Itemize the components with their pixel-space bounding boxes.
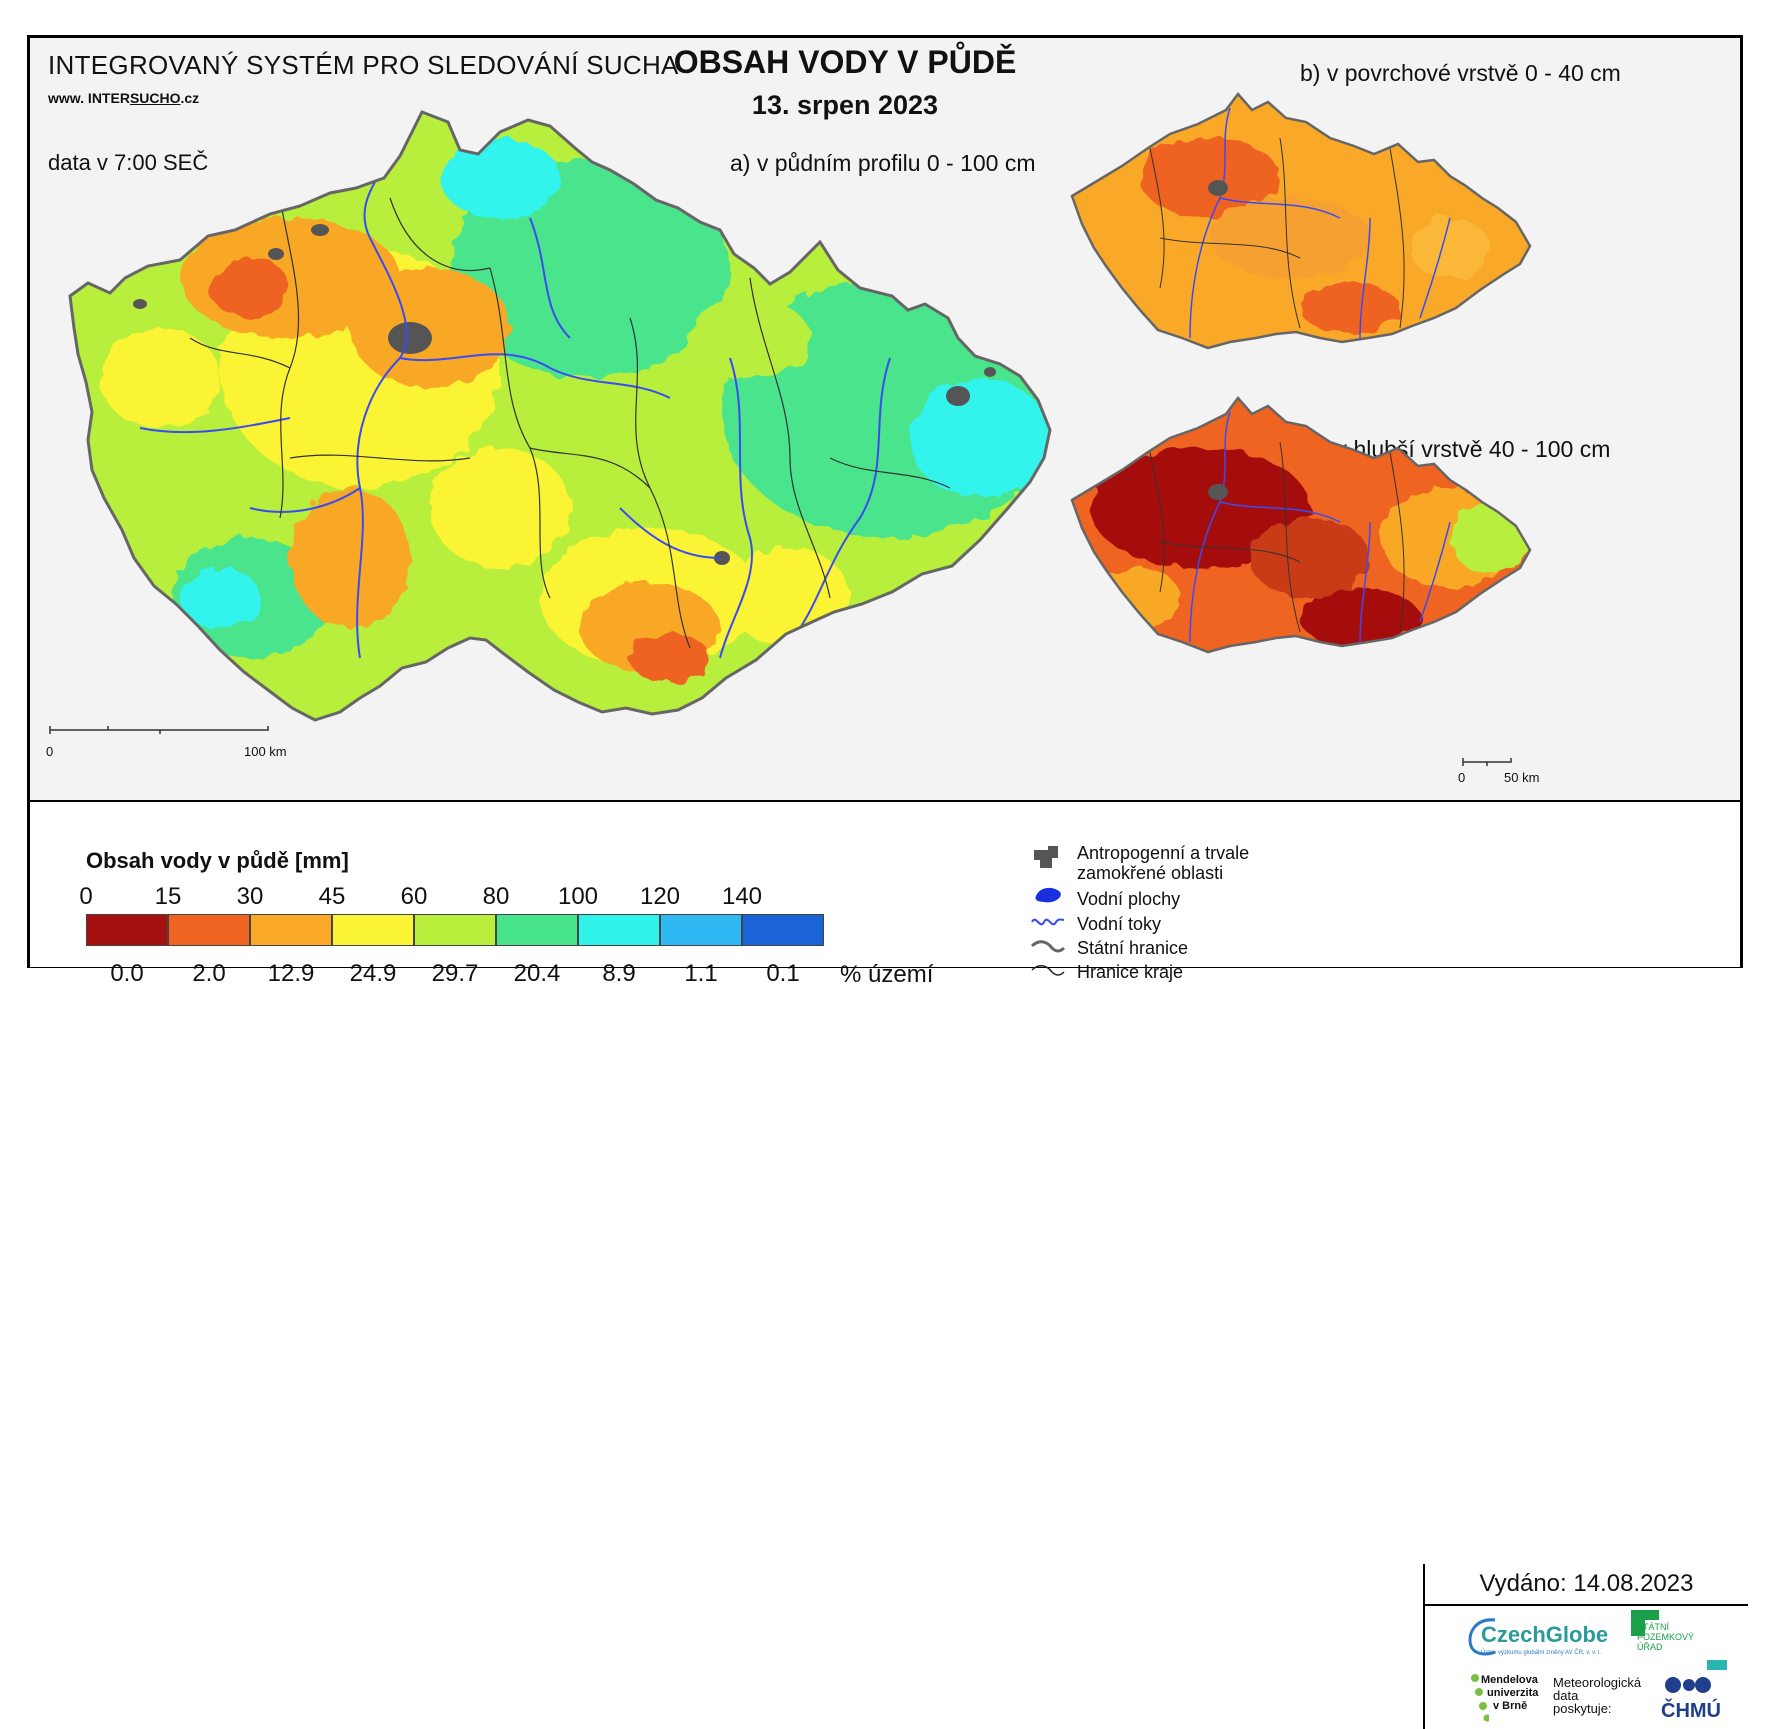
legend-title: Obsah vody v půdě [mm]: [86, 848, 349, 873]
spu-accent-icon: [1707, 1660, 1727, 1670]
website-highlight: SUCHO: [129, 90, 181, 106]
map-date: 13. srpen 2023: [751, 90, 939, 120]
map-b-state-border: [1070, 92, 1532, 350]
legend-tick: 15: [154, 883, 182, 910]
legend-swatch: [578, 914, 660, 946]
scale-main-end: 100 km: [244, 744, 287, 759]
scale-bar-small: [1462, 758, 1512, 766]
scale-small-zero: 0: [1458, 770, 1466, 785]
legend-percentage: 2.0: [192, 960, 226, 987]
spu-line-3: ÚŘAD: [1637, 1642, 1663, 1652]
percent-unit: % území: [840, 961, 934, 988]
map-a-total-profile: [49, 92, 1532, 766]
legend-tick: 45: [318, 883, 346, 910]
region-border-icon: [1031, 965, 1065, 976]
spu-line-1: STÁTNÍ: [1637, 1622, 1670, 1632]
legend-percentage: 20.4: [513, 960, 561, 987]
legend-swatch: [414, 914, 496, 946]
website-suffix: .cz: [180, 90, 200, 106]
spu-logo-text: STÁTNÍ POZEMKOVÝ ÚŘAD: [1637, 1622, 1694, 1652]
legend-swatch: [168, 914, 250, 946]
legend-swatch: [86, 914, 168, 946]
data-time-label: data v 7:00 SEČ: [48, 150, 209, 175]
legend-tick: 140: [721, 883, 763, 910]
legend-percentage: 29.7: [431, 960, 479, 987]
symbol-legend-icons: [1030, 846, 1066, 976]
legend-swatch: [742, 914, 824, 946]
legend-swatch: [496, 914, 578, 946]
legend-swatch: [250, 914, 332, 946]
legend-urban-line-1: Antropogenní a trvale: [1077, 843, 1250, 863]
meteo-data-text: Meteorologická data poskytuje:: [1553, 1676, 1641, 1715]
legend-tick: 80: [482, 883, 510, 910]
website-prefix: www. INTER: [48, 90, 130, 106]
czechglobe-logo: CzechGlobe: [1481, 1622, 1609, 1647]
legend-water-bodies: Vodní plochy: [1077, 889, 1181, 909]
spu-line-2: POZEMKOVÝ: [1637, 1632, 1695, 1642]
mendel-logo-text: Mendelova univerzita v Brně: [1481, 1674, 1538, 1713]
map-b-label: b) v povrchové vrstvě 0 - 40 cm: [1300, 60, 1621, 86]
legend-percentage: 24.9: [349, 960, 397, 987]
system-title: INTEGROVANÝ SYSTÉM PRO SLEDOVÁNÍ SUCHA: [48, 50, 679, 80]
scale-small-end: 50 km: [1504, 770, 1540, 785]
legend-tick: 100: [557, 883, 599, 910]
issued-date: Vydáno: 14.08.2023: [1425, 1564, 1748, 1606]
map-c-state-border: [1070, 396, 1532, 654]
legend-percentage: 8.9: [602, 960, 636, 987]
map-a-raster: [70, 112, 1050, 720]
mendel-line-2: univerzita: [1487, 1687, 1539, 1699]
legend-percentage: 0.1: [766, 960, 800, 987]
legend-swatch: [332, 914, 414, 946]
meteo-line-3: poskytuje:: [1553, 1701, 1612, 1716]
legend-urban: Antropogenní a trvale zamokřené oblasti: [1077, 843, 1249, 883]
czechglobe-subtitle: Ústav výzkumu globální změny AV ČR, v. v…: [1481, 1650, 1602, 1656]
state-border-icon: [1030, 940, 1066, 953]
chmu-logo: ČHMÚ: [1661, 1700, 1721, 1722]
legend-percentage: 0.0: [110, 960, 144, 987]
map-a-label: a) v půdním profilu 0 - 100 cm: [730, 150, 1036, 176]
legend-urban-line-2: zamokřené oblasti: [1077, 863, 1224, 883]
legend-tick: 0: [79, 883, 93, 910]
scale-main-zero: 0: [46, 744, 54, 759]
legend-percentage: 1.1: [684, 960, 718, 987]
mendel-line-3: v Brně: [1493, 1700, 1528, 1712]
main-title: OBSAH VODY V PŮDĚ: [673, 44, 1017, 80]
river-icon: [1031, 918, 1065, 926]
map-sheet: INTEGROVANÝ SYSTÉM PRO SLEDOVÁNÍ SUCHA w…: [27, 35, 1748, 1729]
legend-tick: 120: [639, 883, 681, 910]
issue-info: Vydáno: 14.08.2023 CzechGlobe Ústav výzk…: [1423, 1564, 1748, 1729]
legend-swatch: [660, 914, 742, 946]
urban-area-icon: [1034, 846, 1058, 868]
legend-percentage: 12.9: [267, 960, 315, 987]
legend-state-border: Státní hranice: [1077, 938, 1189, 958]
water-body-icon: [1035, 887, 1061, 903]
scale-bar-main: [49, 726, 269, 734]
mendel-line-1: Mendelova: [1481, 1674, 1538, 1686]
map-a-state-border: [68, 110, 1052, 722]
legend-tick: 30: [236, 883, 264, 910]
legend-rivers: Vodní toky: [1077, 914, 1162, 934]
chmu-logo-icon: [1665, 1677, 1711, 1693]
meteo-line-2: data: [1553, 1688, 1579, 1703]
map-c-raster: [1072, 398, 1530, 652]
meteo-line-1: Meteorologická: [1553, 1675, 1642, 1690]
website-link[interactable]: www. INTERSUCHO.cz: [48, 90, 199, 106]
legend-tick: 60: [400, 883, 428, 910]
spu-logo-bar-icon: [1645, 1610, 1659, 1620]
legend-region-border: Hranice kraje: [1077, 962, 1184, 982]
